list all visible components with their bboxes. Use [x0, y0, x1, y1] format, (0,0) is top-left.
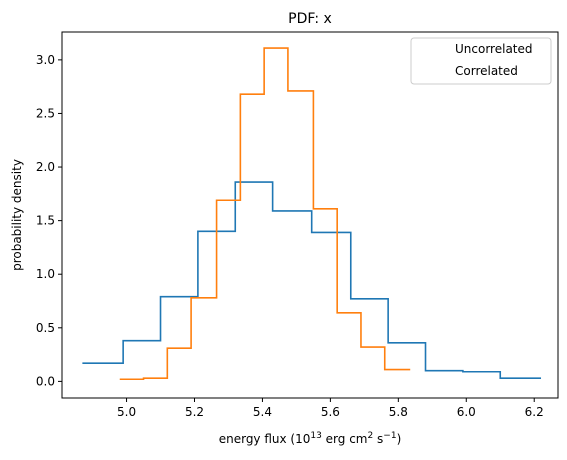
x-tick-label: 5.2	[185, 405, 204, 419]
legend-box	[410, 37, 552, 85]
x-tick-label: 6.0	[457, 405, 476, 419]
y-tick-label: 1.5	[36, 214, 55, 228]
y-tick-label: 0.5	[36, 321, 55, 335]
series-correlated-step-line	[119, 47, 411, 381]
series-uncorrelated-step-line	[82, 181, 542, 379]
y-tick-label: 3.0	[36, 53, 55, 67]
x-tick-label: 6.2	[525, 405, 544, 419]
x-tick-label: 5.4	[253, 405, 272, 419]
x-axis-ticks: 5.0 5.2 5.4 5.6 5.8 6.0 6.2	[117, 398, 544, 419]
series-layer	[82, 47, 542, 381]
legend-entry-correlated: Correlated	[455, 64, 518, 78]
y-axis-ticks: 0.0 0.5 1.0 1.5 2.0 2.5 3.0	[36, 53, 62, 388]
y-axis-title: probability density	[10, 159, 24, 271]
x-tick-label: 5.6	[321, 405, 340, 419]
x-tick-label: 5.8	[389, 405, 408, 419]
x-axis-title: energy flux (1013 erg cm2 s−1)	[219, 431, 402, 446]
legend: Uncorrelated Correlated	[410, 37, 552, 85]
y-tick-label: 2.5	[36, 106, 55, 120]
chart-title: PDF: x	[288, 11, 332, 27]
y-tick-label: 0.0	[36, 374, 55, 388]
y-tick-label: 2.0	[36, 160, 55, 174]
plot-area: 5.0 5.2 5.4 5.6 5.8 6.0 6.2 0.0 0.5 1.0 1.5 2.0 2.5…	[36, 31, 559, 419]
legend-entry-uncorrelated: Uncorrelated	[455, 42, 533, 56]
y-tick-label: 1.0	[36, 267, 55, 281]
plot-frame	[61, 31, 559, 399]
x-tick-label: 5.0	[117, 405, 136, 419]
